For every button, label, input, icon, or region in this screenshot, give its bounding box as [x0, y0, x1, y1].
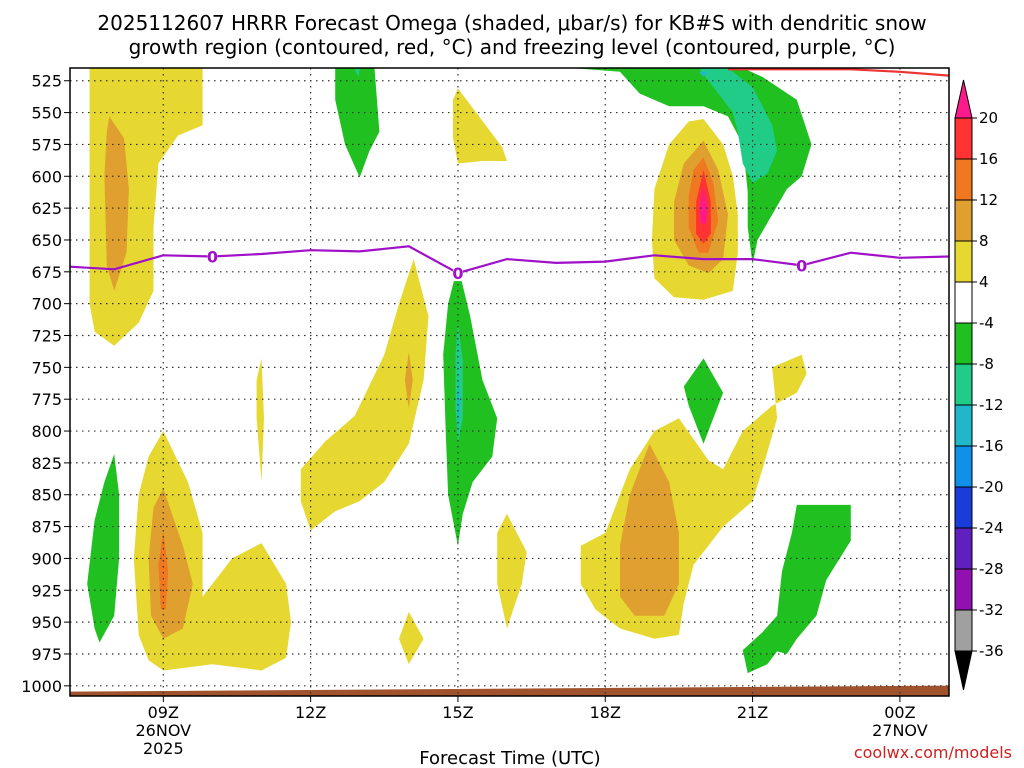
x-date-label-09Z: 26NOV: [136, 721, 192, 740]
omega-region-3: [354, 68, 360, 77]
x-tick-label-00Z: 00Z: [884, 703, 915, 722]
y-tick-label-575: 575: [31, 135, 62, 154]
colorbar-label-3: 8: [979, 232, 989, 250]
x-tick-label-12Z: 12Z: [295, 703, 326, 722]
credit-text: coolwx.com/models: [854, 743, 1012, 762]
freezing-label-bg-1: [452, 265, 463, 282]
colorbar-cell-7: [954, 363, 973, 406]
y-tick-label-525: 525: [31, 72, 62, 91]
chart-subtitle: growth region (contoured, red, °C) and f…: [129, 35, 896, 59]
omega-region-12: [699, 186, 708, 224]
y-tick-label-600: 600: [31, 167, 62, 186]
omega-region-26: [158, 530, 169, 610]
y-tick-label-700: 700: [31, 295, 62, 314]
colorbar-label-1: 16: [979, 150, 998, 168]
colorbar-label-0: 20: [979, 109, 998, 127]
colorbar-label-2: 12: [979, 191, 998, 209]
plot-area: [70, 68, 949, 696]
x-tick-label-21Z: 21Z: [737, 703, 768, 722]
colorbar-cell-1: [954, 117, 973, 160]
freezing-level-line: [70, 245, 949, 275]
x-axis-label: Forecast Time (UTC): [419, 748, 600, 768]
y-tick-label-800: 800: [31, 422, 62, 441]
colorbar-cell-bottom: [954, 650, 973, 691]
colorbar-label-9: -20: [979, 478, 1004, 496]
y-tick-label-900: 900: [31, 549, 62, 568]
colorbar-label-12: -32: [979, 601, 1004, 619]
x-date-label-00Z: 27NOV: [872, 721, 928, 740]
colorbar-cell-8: [954, 404, 973, 447]
contour-lines: 0 0 0: [70, 68, 949, 283]
colorbar-cell-9: [954, 445, 973, 488]
y-tick-label-825: 825: [31, 454, 62, 473]
colorbar-cell-11: [954, 527, 973, 570]
omega-region-25: [148, 488, 193, 639]
omega-region-14: [404, 352, 413, 409]
y-tick-label-775: 775: [31, 390, 62, 409]
colorbar-label-6: -8: [979, 355, 994, 373]
gridlines: [70, 68, 949, 696]
plot-frame: [69, 67, 950, 697]
omega-region-27: [399, 611, 424, 665]
omega-region-1: [104, 116, 129, 291]
y-tick-label-650: 650: [31, 231, 62, 250]
omega-region-4: [453, 88, 507, 164]
ground-strip: [70, 685, 949, 696]
colorbar-label-7: -12: [979, 396, 1004, 414]
colorbar-label-10: -24: [979, 519, 1004, 537]
colorbar-cell-5: [954, 281, 973, 324]
colorbar-cell-2: [954, 158, 973, 201]
x-tick-label-18Z: 18Z: [590, 703, 621, 722]
y-axis: 525 550 575 600 625 650 675 700 725 750 775 800 825 8…: [21, 72, 70, 696]
colorbar: 20 16 12 8 4 -4 -8 -12 -16 -20 -24 -28 -32 -36: [954, 79, 1004, 691]
colorbar-cell-6: [954, 322, 973, 365]
freezing-level-label-1: 0: [452, 264, 463, 283]
colorbar-cell-3: [954, 199, 973, 242]
colorbar-label-4: 4: [979, 273, 989, 291]
y-tick-label-925: 925: [31, 581, 62, 600]
omega-region-13: [300, 259, 429, 531]
dgz-contour-line: [728, 68, 949, 77]
omega-region-16: [443, 265, 498, 546]
colorbar-cell-13: [954, 609, 973, 652]
y-tick-label-750: 750: [31, 358, 62, 377]
colorbar-cell-top: [954, 79, 973, 119]
x-year-label-09Z: 2025: [143, 739, 184, 758]
colorbar-cell-4: [954, 240, 973, 283]
colorbar-label-13: -36: [979, 642, 1004, 660]
freezing-label-bg-2: [796, 257, 807, 274]
y-tick-label-875: 875: [31, 518, 62, 537]
y-tick-label-1000: 1000: [21, 677, 62, 696]
colorbar-label-11: -28: [979, 560, 1004, 578]
omega-region-19: [683, 358, 724, 444]
freezing-level-label-2: 0: [796, 256, 807, 275]
y-tick-label-675: 675: [31, 263, 62, 282]
x-tick-label-15Z: 15Z: [442, 703, 473, 722]
omega-region-21: [620, 443, 679, 616]
omega-region-15: [256, 358, 264, 482]
omega-region-22: [497, 513, 527, 629]
omega-region-6: [698, 68, 778, 183]
y-tick-label-850: 850: [31, 486, 62, 505]
omega-region-7: [698, 71, 709, 77]
omega-region-23: [87, 454, 120, 643]
x-tick-label-09Z: 09Z: [148, 703, 179, 722]
freezing-label-bg-0: [207, 248, 218, 265]
y-tick-label-975: 975: [31, 645, 62, 664]
y-tick-label-625: 625: [31, 199, 62, 218]
colorbar-cell-10: [954, 486, 973, 529]
colorbar-cell-12: [954, 568, 973, 611]
y-tick-label-725: 725: [31, 327, 62, 346]
colorbar-label-8: -16: [979, 437, 1004, 455]
omega-region-28: [742, 504, 851, 674]
omega-region-18: [457, 380, 461, 431]
colorbar-label-5: -4: [979, 314, 994, 332]
y-tick-label-950: 950: [31, 613, 62, 632]
y-tick-label-550: 550: [31, 104, 62, 123]
chart-title: 2025112607 HRRR Forecast Omega (shaded, …: [97, 11, 926, 35]
omega-region-2: [335, 68, 380, 178]
freezing-level-label-0: 0: [207, 248, 218, 267]
